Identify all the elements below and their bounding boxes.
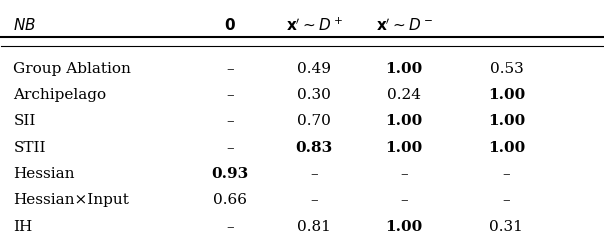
Text: 0.93: 0.93 xyxy=(211,167,248,181)
Text: –: – xyxy=(226,220,234,234)
Text: 0.83: 0.83 xyxy=(295,141,333,155)
Text: 1.00: 1.00 xyxy=(385,220,423,234)
Text: –: – xyxy=(400,167,408,181)
Text: –: – xyxy=(310,193,318,207)
Text: 0.81: 0.81 xyxy=(297,220,331,234)
Text: IH: IH xyxy=(13,220,33,234)
Text: –: – xyxy=(503,167,510,181)
Text: 1.00: 1.00 xyxy=(488,141,525,155)
Text: –: – xyxy=(400,193,408,207)
Text: 1.00: 1.00 xyxy=(488,114,525,128)
Text: 0.53: 0.53 xyxy=(489,62,523,76)
Text: Hessian×Input: Hessian×Input xyxy=(13,193,129,207)
Text: –: – xyxy=(503,193,510,207)
Text: $\mathbf{x}' \sim D^+$: $\mathbf{x}' \sim D^+$ xyxy=(286,17,342,34)
Text: $\mathbf{0}$: $\mathbf{0}$ xyxy=(224,17,236,33)
Text: –: – xyxy=(226,62,234,76)
Text: –: – xyxy=(226,141,234,155)
Text: Hessian: Hessian xyxy=(13,167,75,181)
Text: 0.70: 0.70 xyxy=(297,114,331,128)
Text: 1.00: 1.00 xyxy=(385,62,423,76)
Text: Archipelago: Archipelago xyxy=(13,88,106,102)
Text: $\mathit{NB}$: $\mathit{NB}$ xyxy=(13,17,36,33)
Text: –: – xyxy=(226,114,234,128)
Text: –: – xyxy=(226,88,234,102)
Text: 0.30: 0.30 xyxy=(297,88,331,102)
Text: 1.00: 1.00 xyxy=(385,141,423,155)
Text: 0.66: 0.66 xyxy=(213,193,247,207)
Text: SII: SII xyxy=(13,114,36,128)
Text: 1.00: 1.00 xyxy=(488,88,525,102)
Text: 0.49: 0.49 xyxy=(297,62,331,76)
Text: STII: STII xyxy=(13,141,46,155)
Text: 1.00: 1.00 xyxy=(385,114,423,128)
Text: –: – xyxy=(310,167,318,181)
Text: $\mathbf{x}' \sim D^-$: $\mathbf{x}' \sim D^-$ xyxy=(376,17,432,34)
Text: 0.31: 0.31 xyxy=(489,220,523,234)
Text: 0.24: 0.24 xyxy=(387,88,421,102)
Text: Group Ablation: Group Ablation xyxy=(13,62,131,76)
